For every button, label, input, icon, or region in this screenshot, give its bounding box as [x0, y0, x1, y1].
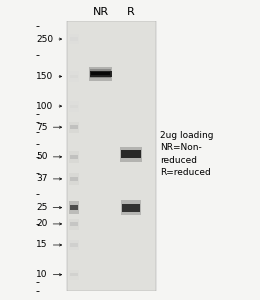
Text: 2ug loading
NR=Non-
reduced
R=reduced: 2ug loading NR=Non- reduced R=reduced: [160, 131, 214, 177]
Text: 50: 50: [36, 152, 62, 161]
Bar: [67, 21, 156, 291]
Text: 20: 20: [36, 219, 62, 228]
Text: 100: 100: [36, 102, 62, 111]
Text: 10: 10: [36, 270, 62, 279]
Text: 25: 25: [36, 203, 62, 212]
Text: NR: NR: [93, 8, 109, 17]
Text: 75: 75: [36, 123, 62, 132]
Text: 37: 37: [36, 174, 62, 183]
Text: 150: 150: [36, 72, 62, 81]
Text: R: R: [127, 8, 135, 17]
Text: 15: 15: [36, 241, 62, 250]
Text: 250: 250: [36, 34, 62, 43]
